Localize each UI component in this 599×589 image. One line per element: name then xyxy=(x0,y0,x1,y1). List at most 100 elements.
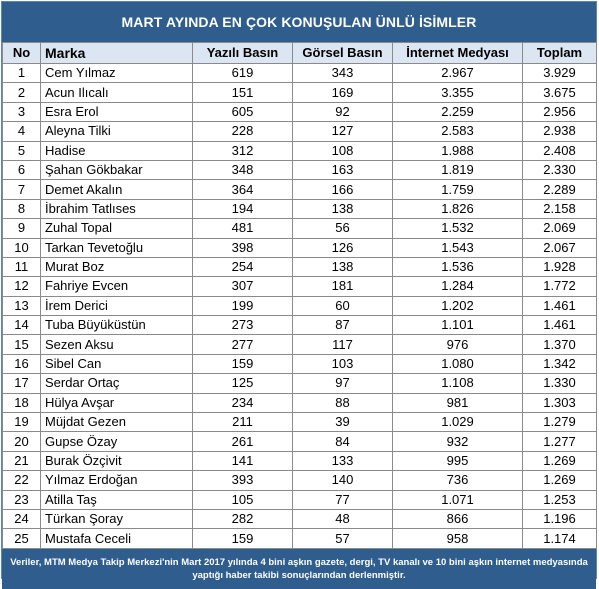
gorsel-basin-cell: 117 xyxy=(292,334,393,355)
toplam-cell: 1.269 xyxy=(522,470,597,491)
table-row: 3 Esra Erol 605 92 2.259 2.956 xyxy=(2,101,597,123)
internet-medyasi-cell: 1.071 xyxy=(392,489,523,510)
gorsel-basin-cell: 343 xyxy=(292,62,393,84)
toplam-cell: 1.269 xyxy=(522,450,597,472)
yazili-basin-cell: 282 xyxy=(192,508,293,530)
table-row: 22 Yılmaz Erdoğan 393 140 736 1.269 xyxy=(2,470,597,491)
toplam-cell: 2.067 xyxy=(522,237,597,258)
gorsel-basin-cell: 140 xyxy=(292,470,393,491)
name-cell: Zuhal Topal xyxy=(40,218,193,239)
column-header-toplam: Toplam xyxy=(522,42,597,64)
internet-medyasi-cell: 1.080 xyxy=(392,353,523,375)
table-row: 25 Mustafa Ceceli 159 57 958 1.174 xyxy=(2,528,597,549)
gorsel-basin-cell: 138 xyxy=(292,198,393,220)
rank-cell: 21 xyxy=(2,450,41,472)
yazili-basin-cell: 261 xyxy=(192,431,293,452)
gorsel-basin-cell: 92 xyxy=(292,101,393,123)
yazili-basin-cell: 398 xyxy=(192,237,293,258)
yazili-basin-cell: 159 xyxy=(192,528,293,549)
rank-cell: 19 xyxy=(2,412,41,433)
yazili-basin-cell: 228 xyxy=(192,121,293,142)
name-cell: Yılmaz Erdoğan xyxy=(40,470,193,491)
rank-cell: 6 xyxy=(2,159,41,181)
toplam-cell: 1.461 xyxy=(522,315,597,336)
name-cell: Gupse Özay xyxy=(40,431,193,452)
yazili-basin-cell: 619 xyxy=(192,62,293,84)
yazili-basin-cell: 393 xyxy=(192,470,293,491)
name-cell: Fahriye Evcen xyxy=(40,276,193,297)
gorsel-basin-cell: 138 xyxy=(292,256,393,278)
internet-medyasi-cell: 1.988 xyxy=(392,140,523,161)
gorsel-basin-cell: 97 xyxy=(292,373,393,394)
gorsel-basin-cell: 166 xyxy=(292,179,393,200)
gorsel-basin-cell: 77 xyxy=(292,489,393,510)
yazili-basin-cell: 125 xyxy=(192,373,293,394)
name-cell: Murat Boz xyxy=(40,256,193,278)
internet-medyasi-cell: 1.284 xyxy=(392,276,523,297)
toplam-cell: 2.408 xyxy=(522,140,597,161)
toplam-cell: 1.461 xyxy=(522,295,597,317)
table-row: 18 Hülya Avşar 234 88 981 1.303 xyxy=(2,392,597,414)
name-cell: Aleyna Tilki xyxy=(40,121,193,142)
gorsel-basin-cell: 84 xyxy=(292,431,393,452)
internet-medyasi-cell: 3.355 xyxy=(392,82,523,103)
internet-medyasi-cell: 866 xyxy=(392,508,523,530)
celebrity-ranking-table: No Marka Yazılı Basın Görsel Basın İnter… xyxy=(2,42,597,549)
table-row: 2 Acun Ilıcalı 151 169 3.355 3.675 xyxy=(2,82,597,103)
yazili-basin-cell: 312 xyxy=(192,140,293,161)
gorsel-basin-cell: 103 xyxy=(292,353,393,375)
name-cell: Müjdat Gezen xyxy=(40,412,193,433)
yazili-basin-cell: 141 xyxy=(192,450,293,472)
internet-medyasi-cell: 736 xyxy=(392,470,523,491)
yazili-basin-cell: 211 xyxy=(192,412,293,433)
toplam-cell: 1.279 xyxy=(522,412,597,433)
rank-cell: 13 xyxy=(2,295,41,317)
table-row: 13 İrem Derici 199 60 1.202 1.461 xyxy=(2,295,597,317)
rank-cell: 8 xyxy=(2,198,41,220)
internet-medyasi-cell: 2.583 xyxy=(392,121,523,142)
toplam-cell: 1.330 xyxy=(522,373,597,394)
name-cell: Mustafa Ceceli xyxy=(40,528,193,549)
name-cell: İbrahim Tatlıses xyxy=(40,198,193,220)
rank-cell: 5 xyxy=(2,140,41,161)
yazili-basin-cell: 481 xyxy=(192,218,293,239)
rank-cell: 12 xyxy=(2,276,41,297)
column-header-no: No xyxy=(2,42,41,64)
yazili-basin-cell: 199 xyxy=(192,295,293,317)
table-row: 1 Cem Yılmaz 619 343 2.967 3.929 xyxy=(2,62,597,84)
gorsel-basin-cell: 126 xyxy=(292,237,393,258)
toplam-cell: 2.289 xyxy=(522,179,597,200)
name-cell: Tarkan Tevetoğlu xyxy=(40,237,193,258)
yazili-basin-cell: 194 xyxy=(192,198,293,220)
gorsel-basin-cell: 88 xyxy=(292,392,393,414)
gorsel-basin-cell: 127 xyxy=(292,121,393,142)
rank-cell: 20 xyxy=(2,431,41,452)
yazili-basin-cell: 273 xyxy=(192,315,293,336)
name-cell: Sibel Can xyxy=(40,353,193,375)
table-row: 7 Demet Akalın 364 166 1.759 2.289 xyxy=(2,179,597,200)
table-row: 10 Tarkan Tevetoğlu 398 126 1.543 2.067 xyxy=(2,237,597,258)
table-row: 8 İbrahim Tatlıses 194 138 1.826 2.158 xyxy=(2,198,597,220)
column-header-row: No Marka Yazılı Basın Görsel Basın İnter… xyxy=(2,42,597,64)
yazili-basin-cell: 151 xyxy=(192,82,293,103)
table-row: 11 Murat Boz 254 138 1.536 1.928 xyxy=(2,256,597,278)
table-row: 9 Zuhal Topal 481 56 1.532 2.069 xyxy=(2,218,597,239)
gorsel-basin-cell: 181 xyxy=(292,276,393,297)
table-row: 4 Aleyna Tilki 228 127 2.583 2.938 xyxy=(2,121,597,142)
table-row: 15 Sezen Aksu 277 117 976 1.370 xyxy=(2,334,597,355)
gorsel-basin-cell: 163 xyxy=(292,159,393,181)
column-header-yazili-basin: Yazılı Basın xyxy=(192,42,293,64)
rank-cell: 3 xyxy=(2,101,41,123)
toplam-cell: 2.956 xyxy=(522,101,597,123)
table-row: 14 Tuba Büyüküstün 273 87 1.101 1.461 xyxy=(2,315,597,336)
internet-medyasi-cell: 976 xyxy=(392,334,523,355)
toplam-cell: 1.277 xyxy=(522,431,597,452)
toplam-cell: 1.196 xyxy=(522,508,597,530)
internet-medyasi-cell: 1.819 xyxy=(392,159,523,181)
source-note: Veriler, MTM Medya Takip Merkezi'nin Mar… xyxy=(2,548,596,589)
rank-cell: 14 xyxy=(2,315,41,336)
name-cell: Serdar Ortaç xyxy=(40,373,193,394)
rank-cell: 9 xyxy=(2,218,41,239)
gorsel-basin-cell: 56 xyxy=(292,218,393,239)
gorsel-basin-cell: 39 xyxy=(292,412,393,433)
